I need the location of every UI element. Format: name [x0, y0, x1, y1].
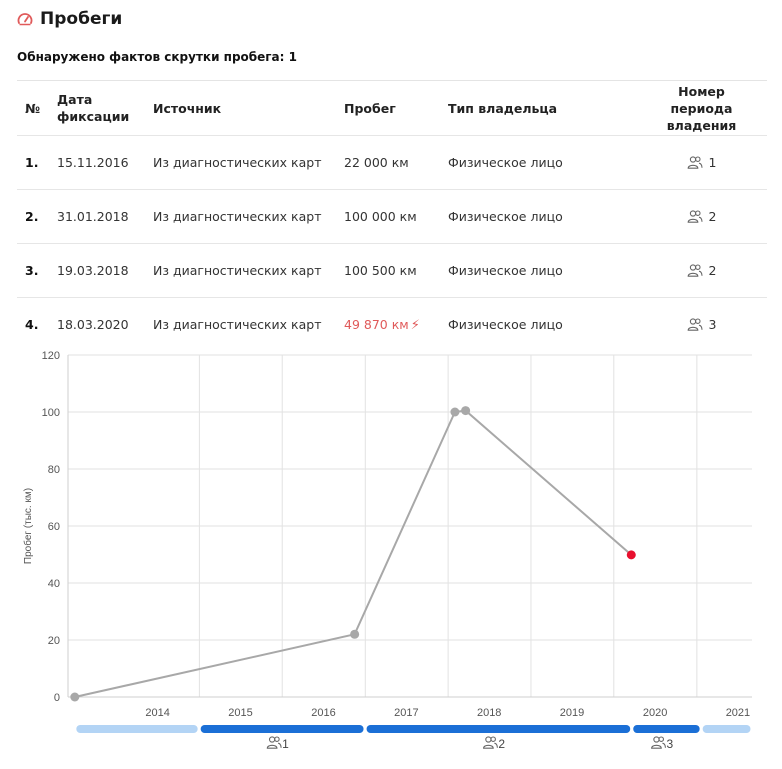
data-point	[350, 629, 360, 639]
row-date: 18.03.2020	[57, 297, 153, 351]
owners-icon	[687, 156, 703, 169]
section-header: Пробеги	[17, 6, 122, 32]
row-number: 4.	[17, 297, 57, 351]
ownership-period-bar	[702, 725, 751, 733]
rollback-summary: Обнаружено фактов скрутки пробега: 1	[17, 50, 297, 64]
mileage-table: № Дата фиксации Источник Пробег Тип влад…	[17, 80, 767, 351]
owners-icon	[651, 736, 666, 749]
data-point	[70, 692, 80, 702]
ownership-period-label: 2	[498, 737, 505, 751]
owners-icon	[687, 264, 703, 277]
row-mileage-cell: 100 500 км	[344, 243, 448, 298]
x-tick-label: 2019	[560, 707, 584, 719]
ownership-period-bar	[366, 725, 631, 733]
table-body: 1. 15.11.2016 Из диагностических карт 22 00…	[17, 135, 767, 351]
row-mileage-cell: 49 870 км ⚡	[344, 297, 448, 351]
row-period: 2	[708, 209, 717, 224]
row-date: 19.03.2018	[57, 243, 153, 298]
row-number: 3.	[17, 243, 57, 298]
row-number: 1.	[17, 135, 57, 190]
row-period-cell: 2	[636, 243, 767, 298]
row-mileage: 22 000 км	[344, 155, 409, 170]
y-tick-label: 100	[42, 407, 60, 419]
y-tick-label: 0	[54, 692, 60, 704]
col-header-mileage: Пробег	[344, 80, 448, 136]
x-tick-label: 2015	[228, 707, 252, 719]
table-header-row: № Дата фиксации Источник Пробег Тип влад…	[17, 80, 767, 136]
mileage-chart: 0 20 40 60 80 100 120 2014 2015 2016 2017 2018 2019 2…	[22, 350, 752, 751]
row-mileage-cell: 22 000 км	[344, 135, 448, 190]
owners-icon	[266, 736, 282, 749]
row-owner-type: Физическое лицо	[448, 243, 636, 298]
table-row: 1. 15.11.2016 Из диагностических карт 22 00…	[17, 135, 767, 190]
x-tick-label: 2018	[477, 707, 501, 719]
data-point	[461, 406, 471, 416]
col-header-date-label: Дата фиксации	[57, 92, 130, 124]
row-period-cell: 1	[636, 135, 767, 190]
table-row: 2. 31.01.2018 Из диагностических карт 100 0…	[17, 189, 767, 244]
row-number: 2.	[17, 189, 57, 244]
row-mileage: 49 870 км	[344, 316, 409, 332]
row-period-cell: 3	[636, 297, 767, 351]
row-source: Из диагностических карт	[153, 297, 344, 351]
x-tick-label: 2021	[726, 707, 750, 719]
data-point-rollback	[626, 550, 636, 560]
ownership-period-label: 3	[666, 737, 673, 751]
col-header-period: Номер периода владения	[636, 80, 767, 136]
owners-icon	[687, 210, 703, 223]
row-owner-type: Физическое лицо	[448, 189, 636, 244]
ownership-period-bar	[633, 725, 700, 733]
page-title: Пробеги	[40, 9, 123, 29]
ownership-period-label: 1	[282, 737, 289, 751]
row-period-cell: 2	[636, 189, 767, 244]
x-tick-label: 2017	[394, 707, 418, 719]
y-tick-label: 20	[48, 635, 60, 647]
col-header-owner-type: Тип владельца	[448, 80, 636, 136]
row-mileage-cell: 100 000 км	[344, 189, 448, 244]
table-row: 3. 19.03.2018 Из диагностических карт 100 5…	[17, 243, 767, 298]
ownership-period-bar	[200, 725, 364, 733]
series-line	[74, 409, 632, 698]
y-tick-label: 40	[48, 578, 60, 590]
row-period: 1	[708, 155, 717, 170]
y-tick-label: 120	[42, 350, 60, 362]
col-header-no: №	[17, 80, 57, 136]
row-owner-type: Физическое лицо	[448, 297, 636, 351]
row-period: 2	[708, 263, 717, 278]
table-row: 4. 18.03.2020 Из диагностических карт 49 87…	[17, 297, 767, 351]
data-point	[450, 407, 460, 417]
row-source: Из диагностических карт	[153, 135, 344, 190]
row-date: 31.01.2018	[57, 189, 153, 244]
owners-icon	[483, 736, 498, 749]
row-source: Из диагностических карт	[153, 243, 344, 298]
row-date: 15.11.2016	[57, 135, 153, 190]
row-owner-type: Физическое лицо	[448, 135, 636, 190]
y-axis-label: Пробег (тыс. км)	[22, 488, 34, 564]
row-period: 3	[708, 317, 717, 332]
gauge-icon	[17, 13, 33, 26]
row-mileage: 100 000 км	[344, 209, 417, 224]
col-header-period-label: Номер периода владения	[666, 83, 737, 133]
row-source: Из диагностических карт	[153, 189, 344, 244]
col-header-source: Источник	[153, 80, 344, 136]
y-tick-label: 80	[48, 464, 60, 476]
row-mileage: 100 500 км	[344, 263, 417, 278]
rollback-warning-icon: ⚡	[410, 317, 420, 333]
y-tick-label: 60	[48, 521, 60, 533]
owners-icon	[687, 318, 703, 331]
x-tick-label: 2020	[643, 707, 667, 719]
col-header-date: Дата фиксации	[57, 80, 153, 136]
x-tick-label: 2014	[145, 707, 169, 719]
x-tick-label: 2016	[311, 707, 335, 719]
ownership-period-bar	[76, 725, 198, 733]
